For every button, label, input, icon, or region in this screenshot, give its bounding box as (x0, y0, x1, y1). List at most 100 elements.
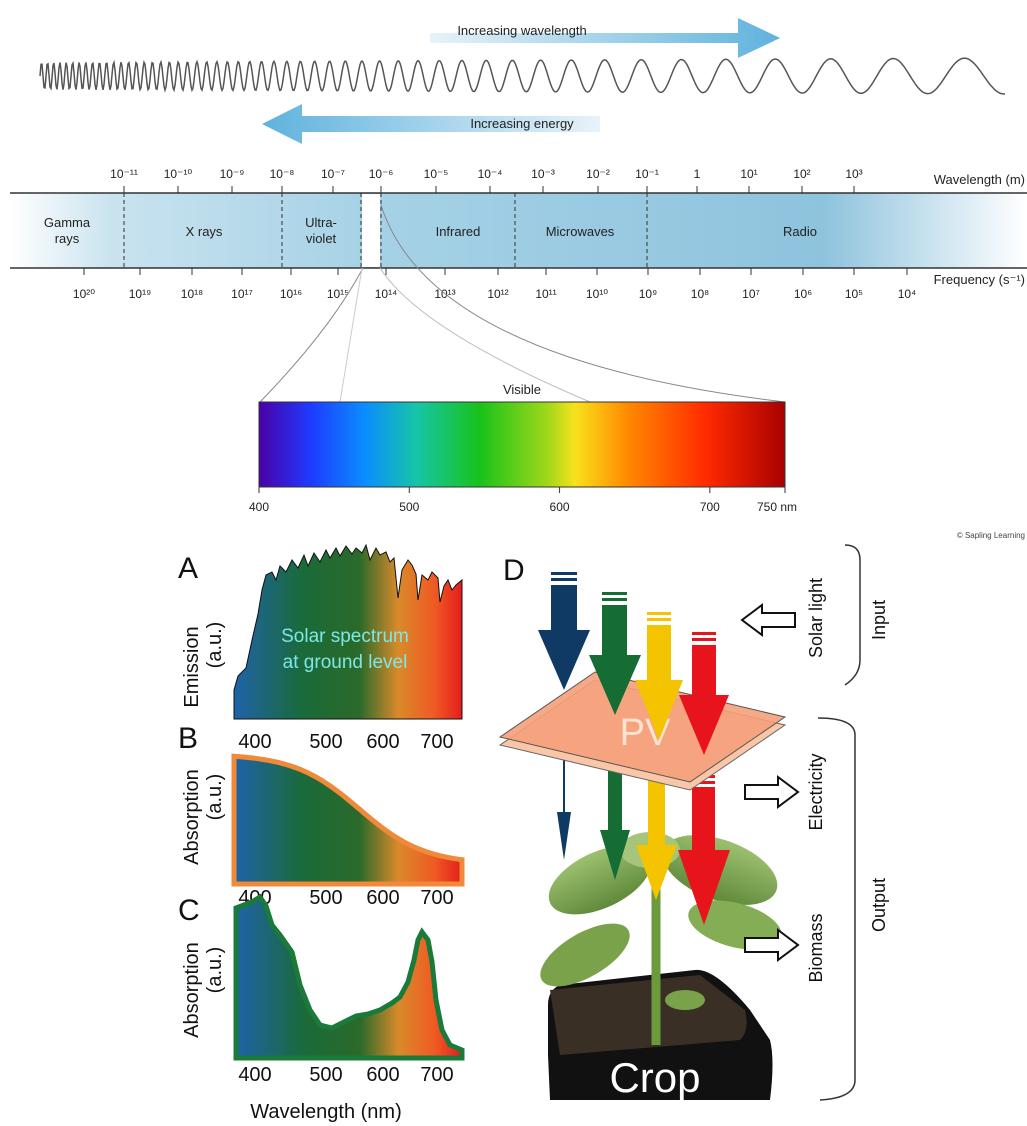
pv-panel (498, 671, 787, 783)
wavelength-tick-label: 10⁻⁶ (369, 167, 394, 181)
panel-xlabel: Wavelength (nm) (250, 1101, 402, 1123)
frequency-tick-label: 10⁵ (845, 287, 863, 301)
visible-ticks: 400 500 600 700 750 nm (249, 487, 797, 514)
transmitted-arrows (557, 720, 730, 925)
wavelength-tick-label: 10³ (845, 167, 862, 181)
panel-x-tick-label: 400 (238, 731, 271, 753)
absorption-c-area (233, 893, 465, 1061)
visible-tick-label: 400 (249, 500, 269, 514)
green-incident-arrow (589, 592, 641, 715)
frequency-tick-label: 10²⁰ (73, 287, 95, 301)
panel-a-ylabel: Emission (181, 626, 203, 707)
increasing-energy-arrow (262, 104, 600, 144)
panel-x-tick-label: 700 (420, 887, 453, 909)
wavelength-tick-label: 10⁻¹¹ (110, 167, 138, 181)
wavelength-tick-label: 10⁻¹⁰ (164, 167, 193, 181)
frequency-tick-label: 10¹⁸ (181, 287, 203, 301)
blue-incident-arrow (538, 572, 590, 690)
wavelength-tick-label: 1 (694, 167, 701, 181)
input-bracket (844, 544, 861, 686)
panel-d-letter: D (503, 554, 525, 587)
panel-c-xticks: 400 500 600 700 (238, 1064, 453, 1086)
wavelength-tick-label: 10⁻⁷ (321, 167, 345, 181)
region-microwaves-label: Microwaves (546, 224, 615, 239)
wavelength-tick-label: 10¹ (740, 167, 757, 181)
wavelength-tick-label: 10² (793, 167, 810, 181)
em-spectrum: Increasing wavelength Increasing energy … (10, 18, 1027, 540)
red-incident-arrow (679, 632, 729, 755)
panel-x-tick-label: 500 (309, 887, 342, 909)
yellow-incident-arrow (635, 612, 683, 740)
red-transmitted-arrow (678, 775, 730, 925)
region-uv-label: Ultra-violet (305, 215, 337, 246)
wavelength-tick-label: 10⁻⁸ (270, 167, 295, 181)
increasing-wavelength-label: Increasing wavelength (457, 23, 586, 38)
wavelength-tick-label: 10⁻⁵ (424, 167, 449, 181)
wave-graphic (39, 57, 1006, 95)
frequency-axis-label: Frequency (s⁻¹) (934, 272, 1025, 287)
solar-light-hollow-arrow (740, 603, 796, 637)
electricity-hollow-arrow (744, 775, 800, 809)
spectrum-band (10, 193, 1027, 268)
panel-x-tick-label: 600 (366, 887, 399, 909)
emission-area (233, 543, 463, 720)
wavelength-tick-label: 10⁻² (586, 167, 610, 181)
wavelength-tick-label: 10⁻⁹ (220, 167, 245, 181)
visible-tick-label: 750 nm (757, 500, 797, 514)
output-bracket (817, 717, 856, 1101)
region-gamma-label: Gamma rays (44, 215, 91, 246)
visible-tick-label: 600 (550, 500, 570, 514)
panel-x-tick-label: 600 (366, 731, 399, 753)
solar-light-label: Solar light (806, 578, 826, 658)
panel-b-units: (a.u.) (204, 774, 226, 821)
frequency-tick-label: 10¹⁵ (327, 287, 349, 301)
frequency-tick-label: 10¹⁰ (586, 287, 608, 301)
visible-spectrum-bar (258, 401, 786, 488)
wavelength-axis-label: Wavelength (m) (934, 172, 1025, 187)
blue-transmitted-arrow (557, 720, 571, 860)
panel-x-tick-label: 700 (420, 731, 453, 753)
increasing-wavelength-arrow (430, 18, 780, 58)
panel-a-letter: A (178, 552, 198, 585)
region-radio-label: Radio (783, 224, 817, 239)
biomass-hollow-arrow (744, 928, 800, 962)
frequency-tick-label: 10⁷ (742, 287, 760, 301)
crop-label: Crop (609, 1054, 700, 1101)
visible-slot (362, 194, 380, 267)
input-label: Input (869, 600, 889, 640)
frequency-tick-label: 10¹⁴ (375, 287, 398, 301)
credit: © Sapling Learning (957, 531, 1025, 540)
yellow-transmitted-arrow (636, 740, 677, 900)
panel-x-tick-label: 500 (309, 731, 342, 753)
region-infrared-label: Infrared (436, 224, 481, 239)
panel-b: B Absorption (a.u.) 400 500 600 700 (178, 722, 465, 909)
wavelength-ticks: 10⁻¹¹ 10⁻¹⁰ 10⁻⁹ 10⁻⁸ 10⁻⁷ 10⁻⁶ 10⁻⁵ 10⁻⁴ 10⁻³ 10… (110, 167, 863, 193)
panel-a-overlay: Solar spectrum at ground level (281, 626, 409, 673)
panel-x-tick-label: 600 (366, 1064, 399, 1086)
electricity-label: Electricity (806, 753, 826, 830)
wavelength-tick-label: 10⁻⁴ (478, 167, 503, 181)
frequency-tick-label: 10¹⁹ (129, 287, 151, 301)
panel-d: D Crop PV (498, 544, 889, 1101)
panel-x-tick-label: 500 (309, 1064, 342, 1086)
region-dividers (123, 193, 648, 268)
panel-a-units: (a.u.) (204, 622, 226, 669)
green-transmitted-arrow (600, 720, 630, 880)
panel-b-letter: B (178, 722, 198, 755)
frequency-tick-label: 10¹⁶ (280, 287, 302, 301)
increasing-energy-label: Increasing energy (470, 116, 574, 131)
visible-tick-label: 700 (700, 500, 720, 514)
visible-label: Visible (503, 382, 541, 397)
panel-c-units: (a.u.) (204, 947, 226, 994)
incident-arrows (538, 572, 729, 755)
wavelength-tick-label: 10⁻¹ (635, 167, 659, 181)
region-xrays-label: X rays (186, 224, 223, 239)
panel-c-letter: C (178, 894, 200, 927)
wavelength-tick-label: 10⁻³ (531, 167, 555, 181)
frequency-tick-label: 10¹⁷ (231, 287, 253, 301)
frequency-tick-label: 10⁶ (794, 287, 812, 301)
frequency-ticks: 10²⁰ 10¹⁹ 10¹⁸ 10¹⁷ 10¹⁶ 10¹⁵ 10¹⁴ 10¹³ 10¹² 10¹¹… (73, 268, 916, 301)
frequency-tick-label: 10⁹ (639, 287, 658, 301)
